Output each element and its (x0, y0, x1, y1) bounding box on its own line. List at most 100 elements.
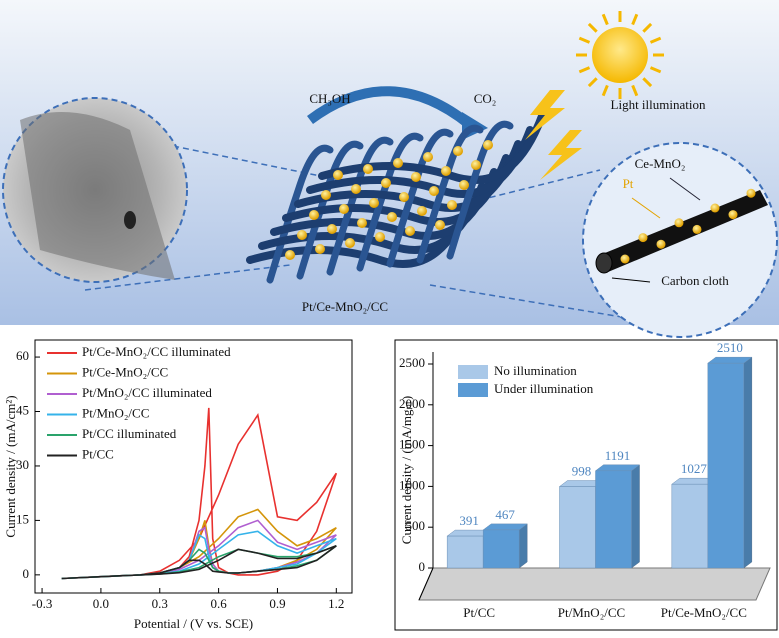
pt-particle (321, 190, 331, 200)
x-tick-label: 0.6 (210, 596, 227, 611)
fiber-strand (356, 132, 424, 272)
y-tick-label: 0 (419, 559, 426, 574)
pt-particle (381, 178, 391, 188)
bar (707, 362, 745, 569)
pt-particle (297, 230, 307, 240)
label: CO₂ (474, 91, 497, 106)
legend-label: No illumination (494, 363, 577, 378)
pt-particle (459, 180, 469, 190)
ray (642, 22, 653, 33)
legend-label: Under illumination (494, 381, 594, 396)
bar-side (743, 356, 753, 569)
pt-particle (393, 158, 403, 168)
pt-particles (620, 188, 756, 264)
pointer (669, 177, 701, 201)
bar (482, 529, 520, 569)
y-axis-title: Current density / (mA/cm²) (3, 395, 18, 537)
bar-side (631, 464, 640, 569)
ray (578, 36, 591, 44)
label: Light illumination (611, 97, 706, 112)
y-tick-label: 0 (23, 566, 30, 581)
x-tick-label: Pt/Ce-MnO₂/CC (661, 605, 747, 620)
bar-chart (394, 339, 778, 631)
pt-particle (333, 170, 343, 180)
value-label: 1027 (681, 461, 708, 476)
reaction-arrow (307, 86, 474, 129)
pt-particle (375, 232, 385, 242)
bar (595, 470, 632, 569)
value-label: 998 (572, 464, 592, 479)
ray (587, 22, 598, 33)
pt-particle (692, 224, 702, 234)
panel-frame (394, 339, 778, 631)
y-tick-label: 1000 (399, 477, 425, 492)
ray (631, 84, 639, 97)
ray (649, 66, 662, 74)
x-axis-title: Potential / (V vs. SCE) (134, 616, 253, 631)
ray (587, 77, 598, 88)
ray (631, 13, 639, 26)
pt-particle (638, 233, 648, 243)
pt-particle (309, 210, 319, 220)
bar (671, 483, 709, 569)
value-label: 1191 (605, 448, 631, 463)
fiber-end (595, 252, 613, 274)
pt-particle (387, 212, 397, 222)
pt-particle (447, 200, 457, 210)
legend-swatch (458, 365, 488, 379)
label: Pt/Ce-MnO₂/CC (302, 299, 388, 314)
x-tick-label: Pt/CC (463, 605, 495, 620)
tem-particle (124, 211, 136, 229)
x-tick-label: 0.3 (152, 596, 168, 611)
y-tick-label: 45 (16, 402, 29, 417)
legend-label: Pt/MnO₂/CC illuminated (82, 385, 212, 400)
bar (559, 486, 596, 569)
pt-particle (620, 254, 630, 264)
pt-particle (363, 164, 373, 174)
pt-particle (674, 218, 684, 228)
pt-particle (369, 198, 379, 208)
y-tick-label: 15 (16, 511, 29, 526)
x-tick-label: 0.9 (269, 596, 285, 611)
zoom-line (479, 169, 601, 201)
fiber (600, 190, 768, 272)
label: Carbon cloth (661, 273, 729, 288)
legend-label: Pt/CC illuminated (82, 426, 177, 441)
pt-particle (411, 172, 421, 182)
ray (578, 66, 591, 74)
pt-particle (423, 152, 433, 162)
ray (601, 84, 609, 97)
schematic: CH₃OH CO₂ Pt/Ce-MnO₂/CC Light illuminati… (0, 0, 779, 338)
fiber-strand (266, 144, 334, 284)
label: Pt (623, 176, 634, 191)
ray (649, 36, 662, 44)
bar-top (482, 523, 528, 531)
legend-swatch (458, 383, 488, 397)
y-axis-lower (418, 567, 434, 601)
value-label: 391 (459, 513, 479, 528)
label: Ce-MnO₂ (635, 156, 686, 171)
x-tick-label: -0.3 (32, 596, 53, 611)
fiber-strand (446, 120, 514, 260)
pointer (631, 197, 661, 219)
pt-particle (399, 192, 409, 202)
pointer (611, 277, 651, 283)
label: CH₃OH (309, 91, 350, 106)
pt-particle (315, 244, 325, 254)
pt-particle (656, 239, 666, 249)
pt-particle (339, 204, 349, 214)
plot-frame (34, 339, 353, 594)
pt-particle (405, 226, 415, 236)
bar-side (518, 523, 528, 569)
value-label: 2510 (717, 340, 743, 355)
pt-particle (417, 206, 427, 216)
legend-label: Pt/MnO₂/CC (82, 405, 149, 420)
pt-particle (327, 224, 337, 234)
y-tick-label: 500 (406, 518, 426, 533)
cv-curve (61, 545, 337, 580)
pt-particle (345, 238, 355, 248)
pt-particle (453, 146, 463, 156)
legend-label: Pt/Ce-MnO₂/CC illuminated (82, 344, 231, 359)
light-bolt (540, 130, 582, 180)
